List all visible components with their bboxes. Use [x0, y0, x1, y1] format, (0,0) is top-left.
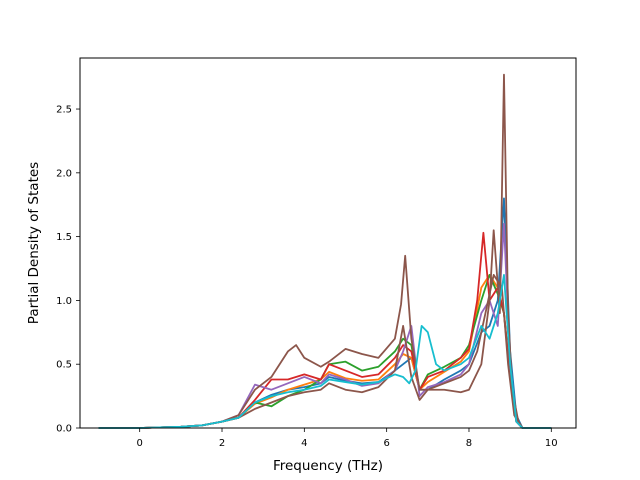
y-tick-label: 2.0 — [56, 168, 72, 179]
x-axis-label: Frequency (THz) — [273, 458, 383, 474]
x-tick-label: 0 — [136, 438, 142, 449]
x-tick-label: 8 — [466, 438, 472, 449]
x-tick-label: 2 — [219, 438, 225, 449]
y-tick-label: 1.0 — [56, 296, 72, 307]
plot-frame — [79, 57, 577, 429]
y-axis-label: Partial Density of States — [26, 162, 42, 324]
series-line-8 — [98, 274, 552, 429]
y-tick-label: 0.0 — [56, 424, 72, 435]
x-tick-label: 4 — [301, 438, 307, 449]
x-tick-label: 6 — [383, 438, 389, 449]
y-axis-ticks: 0.0 0.5 1.0 1.5 2.0 2.5 — [56, 105, 80, 435]
y-tick-label: 0.5 — [56, 360, 72, 371]
y-tick-label: 1.5 — [56, 232, 72, 243]
y-tick-label: 2.5 — [56, 105, 72, 116]
series-layer — [98, 73, 552, 429]
series-line-6 — [98, 73, 552, 429]
x-tick-label: 10 — [545, 438, 558, 449]
x-axis-ticks: 0 2 4 6 8 10 — [136, 428, 558, 449]
